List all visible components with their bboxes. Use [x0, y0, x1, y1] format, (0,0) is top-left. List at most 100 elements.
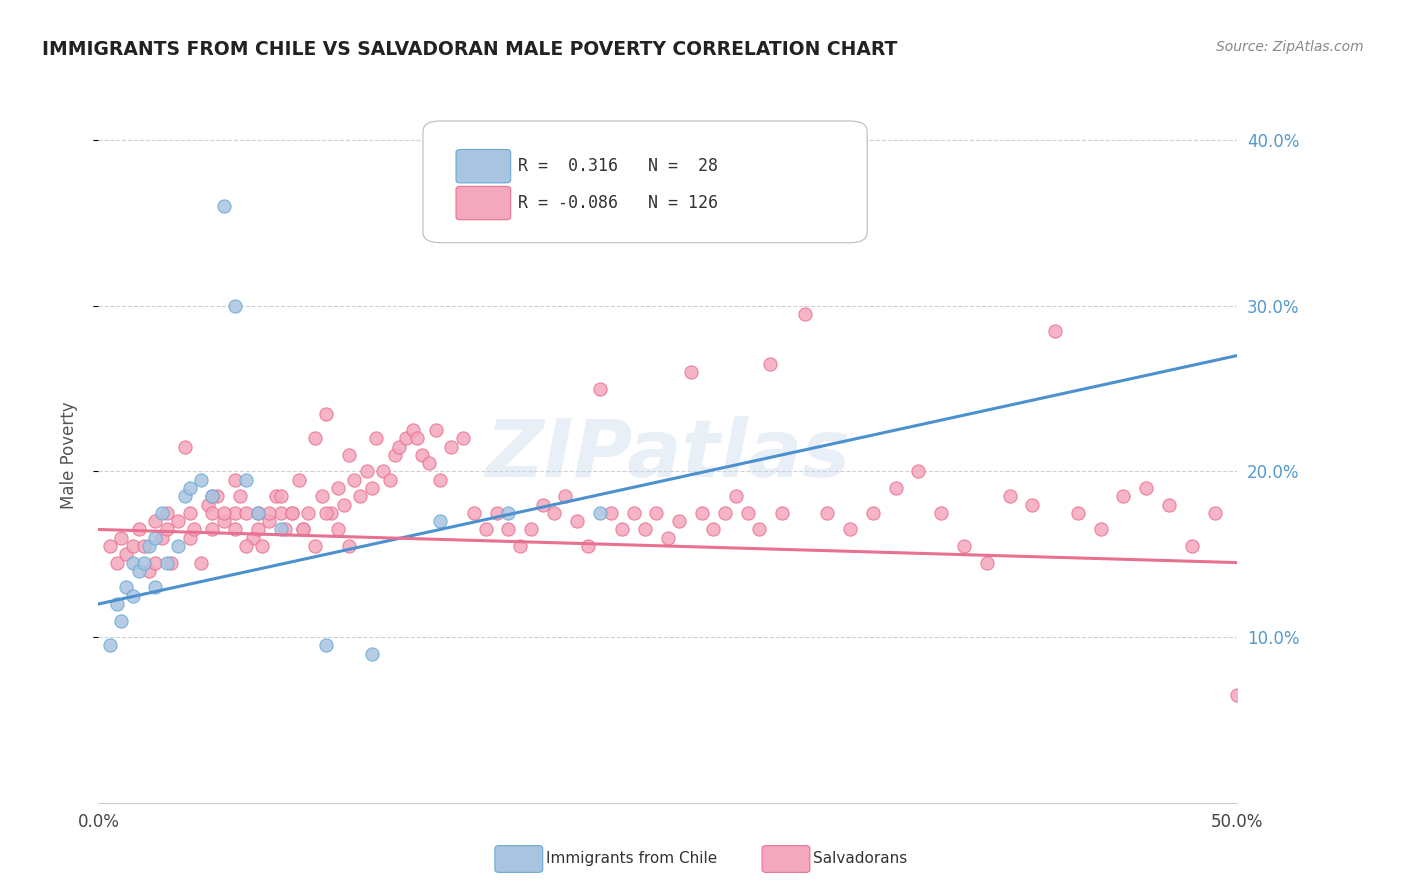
Point	[128, 564, 150, 578]
Point	[862, 506, 884, 520]
Point	[190, 556, 212, 570]
Point	[128, 523, 150, 537]
Point	[150, 531, 173, 545]
Point	[748, 523, 770, 537]
Point	[623, 506, 645, 520]
Point	[520, 523, 543, 537]
Point	[179, 481, 201, 495]
Point	[190, 473, 212, 487]
Point	[425, 423, 447, 437]
Point	[297, 506, 319, 520]
Y-axis label: Male Poverty: Male Poverty	[59, 401, 77, 508]
Point	[600, 506, 623, 520]
Point	[657, 531, 679, 545]
Point	[395, 431, 418, 445]
Point	[167, 539, 190, 553]
Point	[281, 506, 304, 520]
Text: Salvadorans: Salvadorans	[813, 852, 907, 866]
Point	[976, 556, 998, 570]
Point	[378, 473, 401, 487]
Point	[132, 556, 155, 570]
Point	[205, 489, 228, 503]
Point	[1181, 539, 1204, 553]
Point	[319, 506, 342, 520]
Point	[486, 506, 509, 520]
Point	[531, 498, 554, 512]
Point	[270, 506, 292, 520]
Point	[770, 506, 793, 520]
Point	[349, 489, 371, 503]
Point	[907, 465, 929, 479]
Point	[311, 489, 333, 503]
Point	[1226, 688, 1249, 702]
Point	[1043, 324, 1066, 338]
Point	[576, 539, 599, 553]
Point	[235, 539, 257, 553]
Point	[759, 357, 782, 371]
Point	[212, 506, 235, 520]
Point	[235, 506, 257, 520]
Point	[246, 523, 269, 537]
Point	[418, 456, 440, 470]
Point	[235, 473, 257, 487]
Point	[429, 473, 451, 487]
Point	[815, 506, 838, 520]
Point	[953, 539, 976, 553]
Point	[498, 523, 520, 537]
Point	[270, 489, 292, 503]
Point	[201, 489, 224, 503]
Point	[156, 523, 179, 537]
Point	[167, 514, 190, 528]
Point	[145, 581, 167, 595]
Point	[679, 365, 702, 379]
Point	[509, 539, 531, 553]
Text: Source: ZipAtlas.com: Source: ZipAtlas.com	[1216, 40, 1364, 54]
Point	[402, 423, 425, 437]
Point	[110, 531, 132, 545]
Point	[179, 531, 201, 545]
Point	[212, 199, 235, 213]
Point	[498, 506, 520, 520]
Point	[98, 639, 121, 653]
Point	[451, 431, 474, 445]
Point	[259, 514, 281, 528]
Point	[145, 531, 167, 545]
Point	[145, 556, 167, 570]
Text: IMMIGRANTS FROM CHILE VS SALVADORAN MALE POVERTY CORRELATION CHART: IMMIGRANTS FROM CHILE VS SALVADORAN MALE…	[42, 40, 897, 59]
Point	[274, 523, 297, 537]
Point	[337, 539, 360, 553]
Point	[588, 506, 610, 520]
Point	[138, 564, 160, 578]
Point	[690, 506, 713, 520]
Point	[929, 506, 952, 520]
Point	[212, 514, 235, 528]
Point	[183, 523, 205, 537]
Point	[1112, 489, 1135, 503]
Point	[98, 539, 121, 553]
Point	[281, 506, 304, 520]
Point	[326, 523, 349, 537]
Point	[1204, 506, 1226, 520]
Point	[1021, 498, 1043, 512]
Point	[224, 473, 246, 487]
Point	[121, 539, 143, 553]
Text: ZIPatlas: ZIPatlas	[485, 416, 851, 494]
Point	[224, 506, 246, 520]
Point	[333, 498, 356, 512]
Point	[224, 299, 246, 313]
Point	[174, 489, 197, 503]
Point	[337, 448, 360, 462]
Text: R = -0.086   N = 126: R = -0.086 N = 126	[517, 194, 717, 212]
Point	[360, 481, 382, 495]
Point	[246, 506, 269, 520]
Point	[998, 489, 1021, 503]
Point	[288, 473, 311, 487]
Point	[411, 448, 433, 462]
Point	[304, 539, 326, 553]
Point	[114, 581, 136, 595]
Point	[315, 506, 337, 520]
Point	[634, 523, 657, 537]
Point	[145, 514, 167, 528]
Point	[406, 431, 429, 445]
Point	[197, 498, 219, 512]
